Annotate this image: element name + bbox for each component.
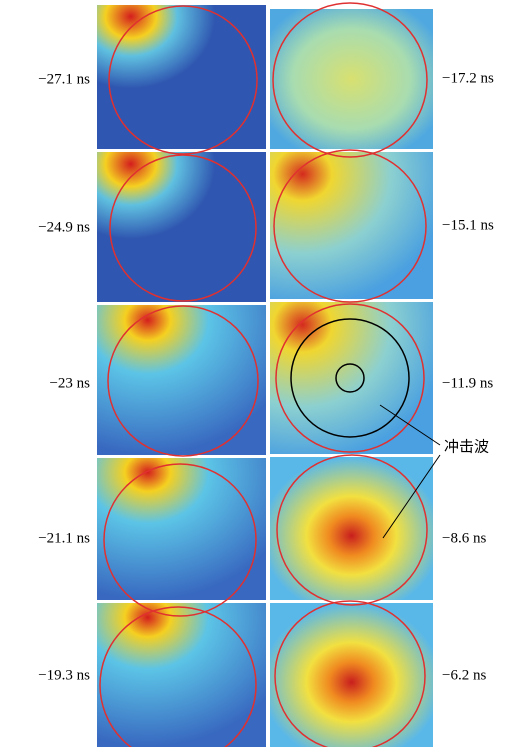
image-panel — [97, 603, 266, 747]
time-label: −27.1 ns — [38, 71, 90, 87]
time-label: −17.2 ns — [442, 70, 494, 86]
time-label: −24.9 ns — [38, 219, 90, 235]
left-panels — [97, 5, 266, 747]
image-panel — [97, 305, 266, 455]
time-label: −15.1 ns — [442, 217, 494, 233]
time-label: −11.9 ns — [442, 375, 493, 391]
image-panel — [97, 152, 266, 302]
time-label: −23 ns — [49, 375, 90, 391]
right-panels — [270, 3, 433, 747]
annotation: 冲击波 — [444, 438, 489, 455]
figure: −27.1 ns −24.9 ns −23 ns −21.1 ns −19.3 ns −1… — [0, 0, 529, 747]
image-panel — [97, 458, 266, 600]
time-label: −21.1 ns — [38, 530, 90, 546]
time-label: −19.3 ns — [38, 667, 90, 683]
time-label: −8.6 ns — [442, 530, 486, 546]
time-label: −6.2 ns — [442, 667, 486, 683]
